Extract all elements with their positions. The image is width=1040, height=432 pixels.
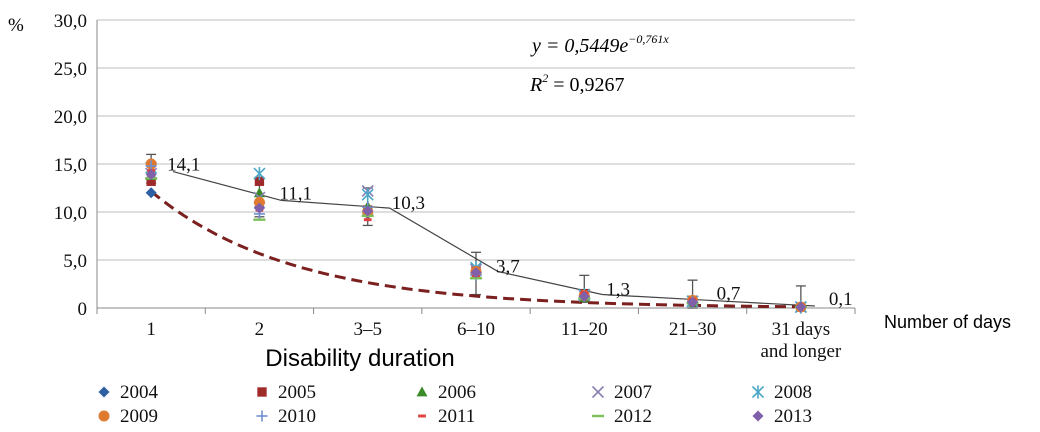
data-label: 10,3 — [392, 193, 425, 214]
data-point — [253, 202, 265, 214]
data-point — [253, 187, 265, 198]
grid — [97, 19, 855, 261]
legend-label: 2006 — [438, 382, 476, 403]
data-label: 14,1 — [167, 155, 200, 176]
legend: 2004 2005 2006 2007 2008 2009 2010 2011 2012 2013 — [98, 382, 812, 427]
legend-marker — [98, 386, 110, 398]
data-points — [145, 158, 807, 314]
y-tick-label: 25,0 — [54, 59, 87, 80]
data-point — [687, 296, 699, 308]
axes — [96, 20, 856, 314]
y-tick-label: 0 — [78, 299, 88, 320]
x-axis-label: Disability duration — [265, 345, 454, 372]
legend-item-2011: 2011 — [418, 406, 475, 427]
x-tick-label: 31 days and longer — [760, 319, 841, 362]
legend-label: 2010 — [278, 406, 316, 427]
data-point — [253, 196, 265, 208]
legend-item-2013: 2013 — [752, 406, 812, 427]
data-label: 1,3 — [606, 280, 630, 301]
y-unit-label: % — [8, 15, 24, 36]
legend-item-2006: 2006 — [416, 382, 476, 403]
legend-marker — [257, 387, 267, 397]
trendline-equation-text: y = 0,5449e−0,761x — [530, 32, 669, 57]
x-tick-label: 11–20 — [561, 319, 608, 340]
legend-item-2004: 2004 — [98, 382, 159, 403]
data-point — [362, 205, 374, 217]
legend-item-2008: 2008 — [751, 382, 812, 403]
data-point — [145, 187, 157, 199]
y-tick-label: 20,0 — [54, 107, 87, 128]
legend-item-2010: 2010 — [256, 406, 316, 427]
x-tick-labels: 1 2 3–5 6–10 11–20 21–30 31 days and longer — [146, 319, 841, 362]
x-tick-label: 6–10 — [457, 319, 495, 340]
data-point — [361, 188, 374, 202]
legend-item-2012: 2012 — [591, 406, 652, 427]
data-point — [146, 176, 156, 186]
y-tick-label: 10,0 — [54, 203, 87, 224]
legend-label: 2004 — [120, 382, 159, 403]
y-tick-labels: 0 5,0 10,0 15,0 20,0 25,0 30,0 — [54, 11, 87, 320]
legend-label: 2013 — [774, 406, 812, 427]
legend-marker — [416, 386, 428, 397]
mean-line-path — [172, 171, 815, 307]
y-tick-label: 30,0 — [54, 11, 87, 32]
r-squared-text: R2 = 0,9267 — [529, 71, 625, 96]
error-bars — [146, 153, 806, 309]
legend-marker — [98, 410, 110, 422]
series-2013 — [145, 169, 807, 313]
legend-item-2009: 2009 — [98, 406, 158, 427]
y-tick-label: 15,0 — [54, 155, 87, 176]
x-extra-label: Number of days — [884, 312, 1011, 332]
data-label: 11,1 — [279, 183, 312, 204]
legend-label: 2011 — [438, 406, 475, 427]
legend-marker — [752, 410, 764, 422]
data-label: 3,7 — [496, 256, 520, 277]
mean-line — [172, 171, 815, 307]
legend-label: 2012 — [614, 406, 652, 427]
legend-label: 2007 — [614, 382, 652, 403]
x-tick-label: 21–30 — [669, 319, 717, 340]
x-tick-label: 3–5 — [353, 319, 382, 340]
legend-marker — [591, 385, 605, 399]
legend-marker — [751, 385, 765, 399]
trendline-equation: y = 0,5449e−0,761x R2 = 0,9267 — [529, 32, 669, 96]
x-tick-label: 2 — [255, 319, 265, 340]
data-labels: 14,1 11,1 10,3 3,7 1,3 0,7 0,1 — [167, 155, 852, 310]
y-tick-label: 5,0 — [63, 251, 87, 272]
data-point — [470, 266, 482, 278]
data-label: 0,1 — [829, 289, 853, 310]
data-point — [145, 169, 157, 181]
legend-label: 2009 — [120, 406, 158, 427]
data-point — [254, 176, 265, 186]
x-tick-label: 1 — [146, 319, 156, 340]
legend-marker — [256, 410, 268, 422]
legend-item-2005: 2005 — [257, 382, 316, 403]
legend-item-2007: 2007 — [591, 382, 652, 403]
legend-label: 2005 — [278, 382, 316, 403]
data-point — [578, 290, 590, 302]
data-point — [253, 167, 266, 181]
data-point — [795, 301, 807, 313]
data-label: 0,7 — [717, 283, 741, 304]
legend-label: 2008 — [774, 382, 812, 403]
